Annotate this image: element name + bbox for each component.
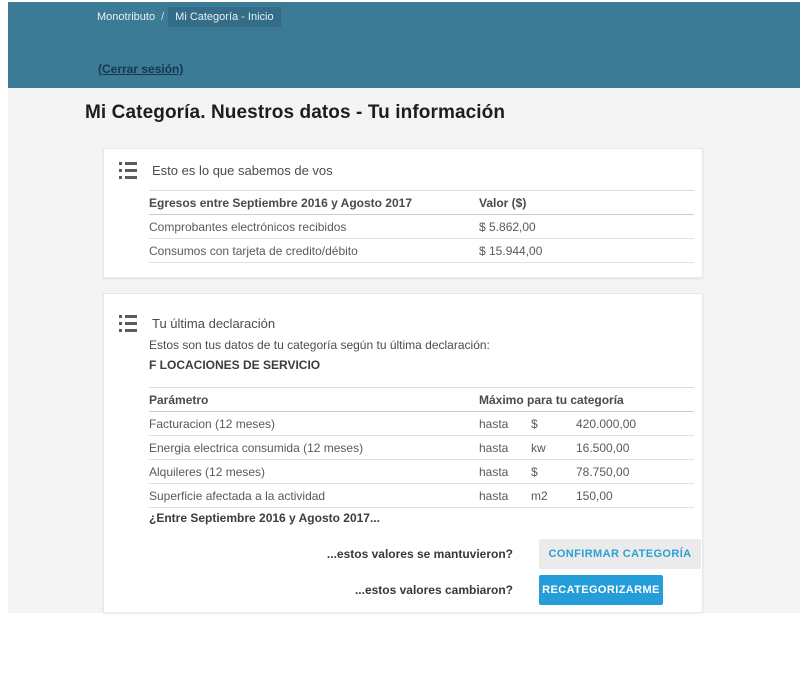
table-row: Consumos con tarjeta de credito/débito $… (149, 239, 694, 263)
table-row: Superficie afectada a la actividad hasta… (149, 484, 694, 508)
column-header-parametro: Parámetro (149, 392, 209, 407)
page-title: Mi Categoría. Nuestros datos - Tu inform… (85, 102, 506, 123)
column-header-maximo: Máximo para tu categoría (479, 392, 624, 407)
recategorize-button[interactable]: RECATEGORIZARME (539, 575, 663, 605)
row-label: Comprobantes electrónicos recibidos (149, 219, 347, 234)
table-row: Facturacion (12 meses) hasta $ 420.000,0… (149, 412, 694, 436)
declaration-card-header: Tu última declaración (104, 294, 702, 332)
limits-table-header-row: Parámetro Máximo para tu categoría (149, 388, 694, 412)
table-row: Energia electrica consumida (12 meses) h… (149, 436, 694, 460)
declaration-card: Tu última declaración Estos son tus dato… (103, 293, 703, 613)
row-value: 150,00 (576, 488, 613, 503)
column-header-egresos: Egresos entre Septiembre 2016 y Agosto 2… (149, 195, 413, 210)
row-qualifier: hasta (479, 488, 509, 503)
main-content: Mi Categoría. Nuestros datos - Tu inform… (8, 88, 800, 613)
row-value: 420.000,00 (576, 416, 637, 431)
row-unit: $ (531, 416, 538, 431)
question-values-maintained: ...estos valores se mantuvieron? (326, 547, 513, 561)
row-unit: kw (531, 440, 546, 455)
row-label: Alquileres (12 meses) (149, 464, 266, 479)
question-heading: ¿Entre Septiembre 2016 y Agosto 2017... (149, 511, 380, 525)
table-row: Alquileres (12 meses) hasta $ 78.750,00 (149, 460, 694, 484)
row-label: Facturacion (12 meses) (149, 416, 276, 431)
row-value: $ 5.862,00 (479, 219, 536, 234)
row-value: 16.500,00 (576, 440, 630, 455)
declaration-subtitle: Estos son tus datos de tu categoría segú… (149, 338, 490, 352)
expenses-table-header-row: Egresos entre Septiembre 2016 y Agosto 2… (149, 191, 694, 215)
column-header-valor: Valor ($) (479, 195, 527, 210)
table-row: Comprobantes electrónicos recibidos $ 5.… (149, 215, 694, 239)
top-header-bar: Monotributo / Mi Categoría - Inicio (Cer… (8, 2, 800, 88)
row-unit: m2 (531, 488, 548, 503)
row-value: $ 15.944,00 (479, 243, 543, 258)
category-label: F LOCACIONES DE SERVICIO (149, 358, 321, 372)
row-value: 78.750,00 (576, 464, 630, 479)
breadcrumb-item-monotributo[interactable]: Monotributo (97, 11, 156, 23)
row-qualifier: hasta (479, 464, 509, 479)
known-data-card-header: Esto es lo que sabemos de vos (104, 149, 702, 179)
logout-link[interactable]: (Cerrar sesión) (98, 62, 184, 76)
known-data-card-title: Esto es lo que sabemos de vos (152, 163, 333, 178)
question-values-changed: ...estos valores cambiaron? (354, 583, 513, 597)
category-limits-table: Parámetro Máximo para tu categoría Factu… (149, 387, 694, 508)
breadcrumb-separator: / (161, 11, 165, 23)
row-label: Superficie afectada a la actividad (149, 488, 326, 503)
breadcrumb: Monotributo / Mi Categoría - Inicio (95, 7, 281, 27)
breadcrumb-item-current[interactable]: Mi Categoría - Inicio (168, 7, 281, 27)
expenses-table: Egresos entre Septiembre 2016 y Agosto 2… (149, 190, 694, 263)
known-data-card: Esto es lo que sabemos de vos Egresos en… (103, 148, 703, 278)
row-label: Consumos con tarjeta de credito/débito (149, 243, 358, 258)
list-icon (119, 315, 137, 332)
row-label: Energia electrica consumida (12 meses) (149, 440, 364, 455)
recategorize-action-row: ...estos valores cambiaron? RECATEGORIZA… (149, 575, 702, 605)
declaration-card-title: Tu última declaración (152, 316, 276, 331)
confirm-category-button[interactable]: CONFIRMAR CATEGORÍA (539, 539, 701, 569)
row-unit: $ (531, 464, 538, 479)
confirm-action-row: ...estos valores se mantuvieron? CONFIRM… (149, 539, 702, 569)
list-icon (119, 162, 137, 179)
row-qualifier: hasta (479, 440, 509, 455)
row-qualifier: hasta (479, 416, 509, 431)
